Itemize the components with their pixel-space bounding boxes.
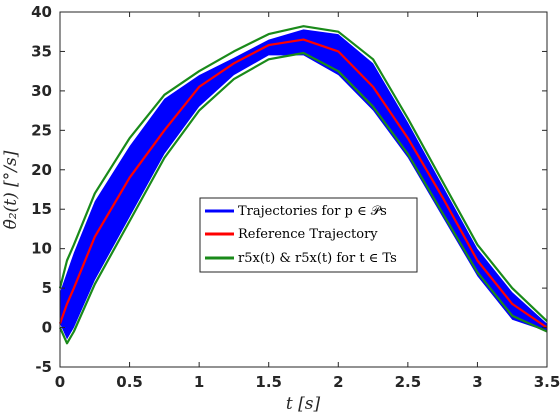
line-layer (58, 25, 548, 345)
plot-frame (59, 11, 548, 368)
y-tick-label: 0 (42, 319, 52, 337)
y-tick-label: 5 (42, 279, 52, 297)
y-tick-label: 10 (31, 240, 52, 258)
y-tick-label: -5 (35, 358, 52, 376)
x-axis-label: t [s] (286, 394, 321, 414)
legend-label-reference: Reference Trajectory (238, 227, 378, 242)
legend-box (199, 197, 418, 273)
y-tick-label: 35 (31, 42, 52, 60)
y-tick-label: 25 (31, 121, 52, 139)
x-tick-label: 1.5 (255, 373, 282, 391)
legend-label-bounds: r5x(t) & r5x(t) for t ∈ Ts (238, 251, 397, 266)
reference-line (58, 38, 548, 329)
y-tick-label: 40 (31, 3, 52, 21)
x-tick-label: 2.5 (395, 373, 422, 391)
lower-bound-line (58, 51, 548, 345)
legend-label-band: Trajectories for p ∈ 𝒫s (238, 204, 387, 219)
y-tick-label: 30 (31, 82, 52, 100)
upper-bound-line (58, 25, 548, 322)
x-tick-label: 3 (472, 373, 482, 391)
x-tick-label: 2 (333, 373, 343, 391)
x-tick-label: 0 (55, 373, 65, 391)
x-tick-label: 1 (194, 373, 204, 391)
x-tick-label: 0.5 (116, 373, 143, 391)
y-tick-label: 20 (31, 161, 52, 179)
y-tick-label: 15 (31, 200, 52, 218)
x-tick-label: 3.5 (534, 373, 560, 391)
legend: Trajectories for p ∈ 𝒫s Reference Trajec… (199, 197, 418, 273)
y-axis-label: θ̇₂(t) [°/s] (1, 150, 21, 229)
